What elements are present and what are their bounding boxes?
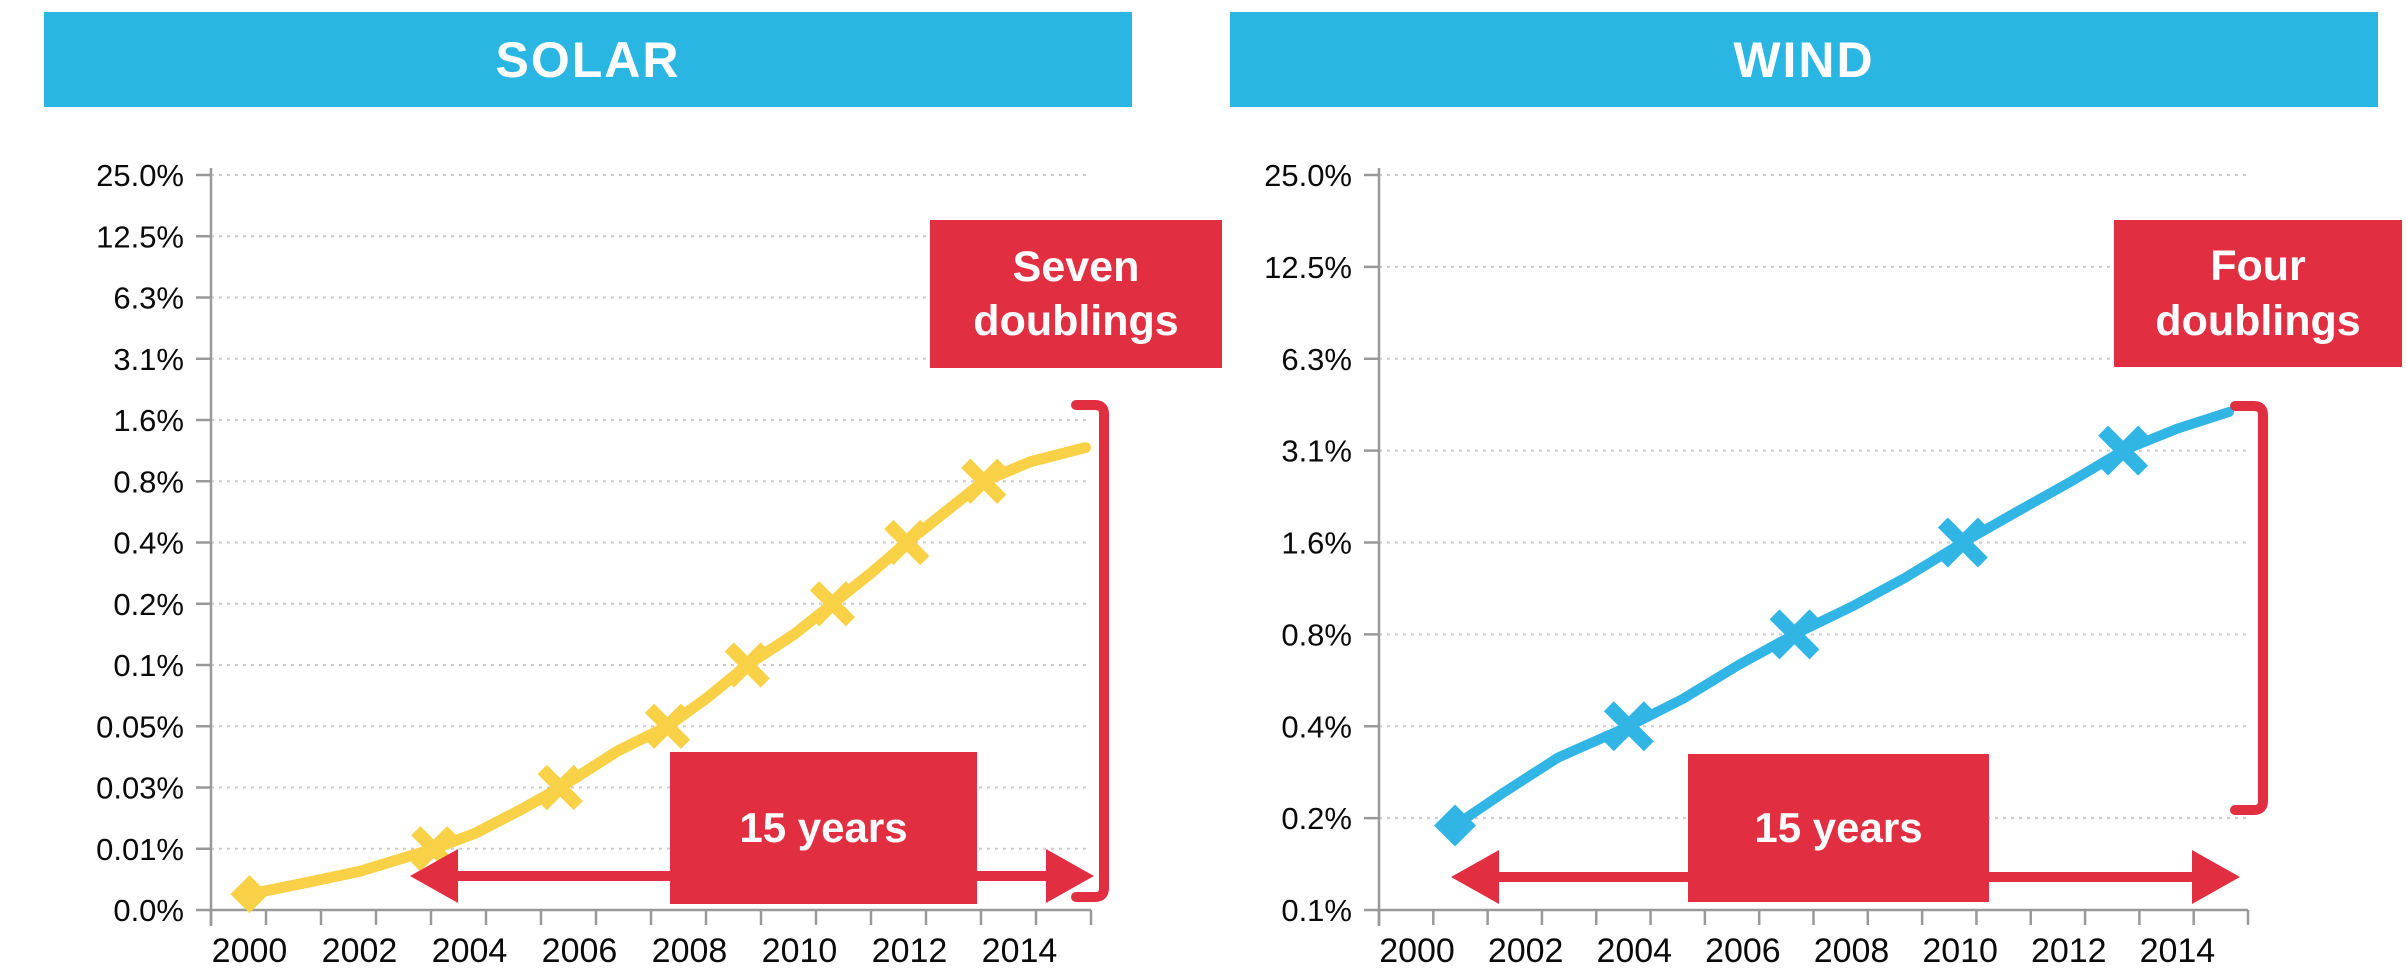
x-axis-label: 2008 <box>1814 932 1890 970</box>
solar-doublings-callout: Seven doublings <box>930 220 1222 368</box>
y-axis-label: 12.5% <box>96 219 184 254</box>
y-axis-label: 12.5% <box>1264 250 1352 285</box>
wind-header-bar: WIND <box>1230 12 2378 107</box>
x-axis-label: 2000 <box>212 932 288 970</box>
x-axis-label: 2012 <box>2031 932 2107 970</box>
x-marker <box>644 703 691 749</box>
x-axis-label: 2012 <box>872 932 948 970</box>
x-marker <box>961 458 1007 504</box>
x-axis-label: 2010 <box>762 932 838 970</box>
y-axis-label: 25.0% <box>1264 158 1352 193</box>
y-axis-label: 1.6% <box>113 403 184 438</box>
x-axis-label: 2002 <box>1488 932 1564 970</box>
y-axis-label: 0.1% <box>1281 893 1352 928</box>
y-axis-label: 0.03% <box>96 771 184 806</box>
y-axis-label: 0.8% <box>1281 617 1352 652</box>
x-marker <box>2098 425 2149 476</box>
x-axis-label: 2006 <box>542 932 618 970</box>
y-axis-label: 1.6% <box>1281 526 1352 561</box>
x-marker <box>1769 609 1820 660</box>
y-axis-label: 0.0% <box>113 893 184 928</box>
x-marker <box>1937 517 1988 568</box>
x-axis-label: 2014 <box>2140 932 2216 970</box>
y-axis-label: 3.1% <box>1281 434 1352 469</box>
x-axis-label: 2004 <box>1596 932 1672 970</box>
wind-doublings-line2: doublings <box>2155 296 2361 345</box>
x-marker <box>537 764 583 811</box>
solar-doublings-line1: Seven <box>1012 242 1140 291</box>
x-axis-label: 2006 <box>1705 932 1781 970</box>
y-axis-label: 0.4% <box>113 526 184 561</box>
x-marker <box>809 581 856 627</box>
y-axis-label: 6.3% <box>1281 342 1352 377</box>
y-axis-label: 0.4% <box>1281 709 1352 744</box>
x-axis-label: 2002 <box>322 932 398 970</box>
wind-fifteen-years-callout: 15 years <box>1688 754 1989 902</box>
solar-header-bar: SOLAR <box>44 12 1132 107</box>
x-marker <box>884 519 930 566</box>
solar-doublings-line2: doublings <box>973 297 1179 345</box>
diamond-marker <box>230 875 269 914</box>
y-axis-label: 0.8% <box>113 464 184 499</box>
timespan-arrowhead-right <box>1046 849 1094 903</box>
x-axis-label: 2010 <box>1922 932 1998 970</box>
y-axis-label: 0.1% <box>113 648 184 683</box>
timespan-arrowhead-left <box>410 849 458 903</box>
x-marker <box>1603 701 1654 752</box>
x-marker <box>724 642 770 688</box>
timespan-arrowhead-left <box>1451 850 1499 904</box>
wind-doublings-line1: Four <box>2210 242 2306 291</box>
doublings-bracket <box>1071 400 1109 902</box>
timespan-arrowhead-right <box>2192 850 2240 904</box>
y-axis-label: 0.01% <box>96 832 184 867</box>
wind-doublings-callout: Four doublings <box>2114 220 2402 367</box>
solar-title: SOLAR <box>495 31 681 88</box>
x-axis-label: 2008 <box>652 932 728 970</box>
diamond-marker <box>1434 804 1477 847</box>
doublings-bracket <box>2230 401 2268 815</box>
y-axis-label: 6.3% <box>113 281 184 316</box>
solar-fifteen-years-label: 15 years <box>739 803 908 851</box>
wind-title: WIND <box>1733 31 1875 88</box>
x-axis-label: 2000 <box>1379 932 1455 970</box>
y-axis-label: 25.0% <box>96 158 184 193</box>
y-axis-label: 3.1% <box>113 342 184 377</box>
solar-fifteen-years-callout: 15 years <box>670 752 977 904</box>
wind-fifteen-years-label: 15 years <box>1754 803 1923 851</box>
x-axis-label: 2014 <box>982 932 1058 970</box>
y-axis-label: 0.2% <box>113 587 184 622</box>
y-axis-label: 0.05% <box>96 709 184 744</box>
y-axis-label: 0.2% <box>1281 801 1352 836</box>
x-axis-label: 2004 <box>432 932 508 970</box>
